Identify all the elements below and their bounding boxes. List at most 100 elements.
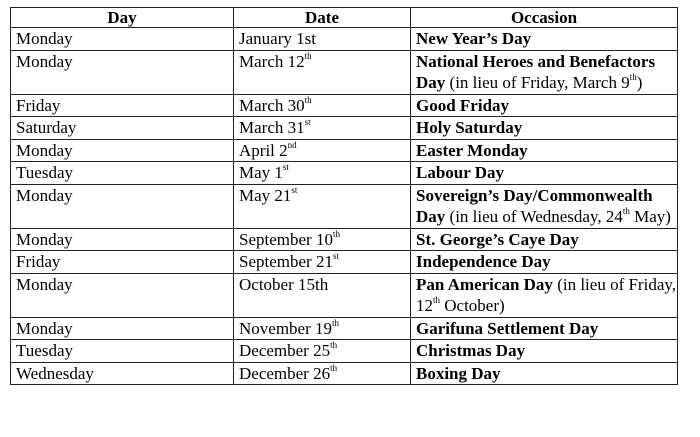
date-suffix: st xyxy=(282,162,289,172)
date-cell: March 31st xyxy=(233,116,411,140)
header-day: Day xyxy=(10,7,234,28)
date-cell: May 1st xyxy=(233,161,411,185)
header-row: Day Date Occasion xyxy=(10,7,678,28)
table-row: Monday September 10th St. George’s Caye Da… xyxy=(10,227,678,251)
date-text: March 12 xyxy=(239,51,305,71)
header-occasion: Occasion xyxy=(410,7,678,28)
occasion-note-suffix: th xyxy=(433,295,441,305)
date-cell: October 15th xyxy=(233,272,411,318)
occasion-cell: Labour Day xyxy=(410,161,678,185)
date-suffix: th xyxy=(332,317,340,328)
table-row: Friday March 30th Good Friday xyxy=(10,93,678,117)
occasion-name: Good Friday xyxy=(416,95,510,115)
table-row: Saturday March 31st Holy Saturday xyxy=(10,116,678,140)
occasion-cell: New Year’s Day xyxy=(410,27,678,51)
day-cell: Friday xyxy=(10,250,234,274)
occasion-cell: Independence Day xyxy=(410,250,678,274)
occasion-cell: Sovereign’s Day/Commonwealth Day (in lie… xyxy=(410,183,678,229)
occasion-name: Boxing Day xyxy=(416,363,501,383)
date-cell: December 25th xyxy=(233,339,411,363)
occasion-note-end: May) xyxy=(629,207,671,226)
occasion-note-end: October) xyxy=(440,296,505,315)
date-text: September 21 xyxy=(239,252,333,271)
table-row: Monday January 1st New Year’s Day xyxy=(10,27,678,51)
date-suffix: th xyxy=(330,362,338,373)
occasion-cell: Pan American Day (in lieu of Friday, 12t… xyxy=(410,272,678,318)
date-text: March 30 xyxy=(239,95,305,115)
day-cell: Saturday xyxy=(10,116,234,140)
table-row: Monday May 21st Sovereign’s Day/Commonweal… xyxy=(10,183,678,229)
day-cell: Monday xyxy=(10,138,234,162)
occasion-cell: St. George’s Caye Day xyxy=(410,227,678,251)
date-cell: January 1st xyxy=(233,27,411,51)
occasion-cell: National Heroes and Benefactors Day (in … xyxy=(410,49,678,95)
date-cell: September 21st xyxy=(233,250,411,274)
table-row: Tuesday December 25th Christmas Day xyxy=(10,339,678,363)
date-text: November 19 xyxy=(239,318,333,338)
occasion-name: Holy Saturday xyxy=(416,118,523,137)
date-suffix: th xyxy=(304,50,312,61)
date-text: October 15th xyxy=(239,274,329,294)
occasion-name: St. George’s Caye Day xyxy=(416,229,579,249)
occasion-name: Sovereign’s Day/Commonwealth Day xyxy=(416,185,653,227)
occasion-name: Independence Day xyxy=(416,252,551,271)
table-row: Monday April 2nd Easter Monday xyxy=(10,138,678,162)
date-text: May 1 xyxy=(239,163,283,182)
occasion-note-end: ) xyxy=(636,73,643,92)
day-cell: Tuesday xyxy=(10,339,234,363)
date-suffix: st xyxy=(332,251,339,261)
occasion-name: New Year’s Day xyxy=(416,29,532,48)
table-row: Tuesday May 1st Labour Day xyxy=(10,161,678,185)
day-cell: Monday xyxy=(10,27,234,51)
date-text: April 2 xyxy=(239,140,288,160)
occasion-note: (in lieu of Wednesday, 24 xyxy=(445,207,623,226)
date-cell: May 21st xyxy=(233,183,411,229)
header-date: Date xyxy=(233,7,411,28)
date-suffix: nd xyxy=(287,139,297,150)
day-cell: Monday xyxy=(10,49,234,95)
day-cell: Monday xyxy=(10,316,234,340)
date-text: May 21 xyxy=(239,185,292,205)
occasion-cell: Good Friday xyxy=(410,93,678,117)
occasion-name: National Heroes and Benefactors Day xyxy=(416,51,656,93)
occasion-name: Pan American Day xyxy=(416,274,553,294)
date-cell: March 30th xyxy=(233,93,411,117)
table-row: Monday November 19th Garifuna Settlement D… xyxy=(10,316,678,340)
date-cell: April 2nd xyxy=(233,138,411,162)
occasion-cell: Boxing Day xyxy=(410,361,678,385)
occasion-note: (in lieu of Friday, March 9 xyxy=(445,73,630,92)
date-cell: March 12th xyxy=(233,49,411,95)
day-cell: Monday xyxy=(10,183,234,229)
date-cell: December 26th xyxy=(233,361,411,385)
date-suffix: th xyxy=(330,340,338,350)
table-row: Monday October 15th Pan American Day (in l… xyxy=(10,272,678,318)
date-suffix: th xyxy=(332,228,340,239)
occasion-cell: Christmas Day xyxy=(410,339,678,363)
occasion-cell: Garifuna Settlement Day xyxy=(410,316,678,340)
date-text: January 1st xyxy=(239,29,316,48)
date-text: September 10 xyxy=(239,229,333,249)
occasion-note-suffix: th xyxy=(629,72,637,82)
table-row: Wednesday December 26th Boxing Day xyxy=(10,361,678,385)
table-row: Friday September 21st Independence Day xyxy=(10,250,678,274)
day-cell: Wednesday xyxy=(10,361,234,385)
table-row: Monday March 12th National Heroes and Bene… xyxy=(10,49,678,95)
occasion-name: Christmas Day xyxy=(416,341,526,360)
day-cell: Monday xyxy=(10,227,234,251)
date-suffix: th xyxy=(304,94,312,105)
day-cell: Tuesday xyxy=(10,161,234,185)
occasion-cell: Easter Monday xyxy=(410,138,678,162)
occasion-name: Garifuna Settlement Day xyxy=(416,318,599,338)
date-suffix: st xyxy=(291,184,298,195)
occasion-note: (in lieu of Friday, 12 xyxy=(416,274,677,316)
day-cell: Friday xyxy=(10,93,234,117)
date-cell: November 19th xyxy=(233,316,411,340)
occasion-name: Easter Monday xyxy=(416,140,528,160)
date-text: December 26 xyxy=(239,363,331,383)
day-cell: Monday xyxy=(10,272,234,318)
date-cell: September 10th xyxy=(233,227,411,251)
date-suffix: st xyxy=(304,117,311,127)
date-text: March 31 xyxy=(239,118,305,137)
date-text: December 25 xyxy=(239,341,331,360)
holidays-table: Day Date Occasion Monday January 1st New Y… xyxy=(10,7,678,385)
